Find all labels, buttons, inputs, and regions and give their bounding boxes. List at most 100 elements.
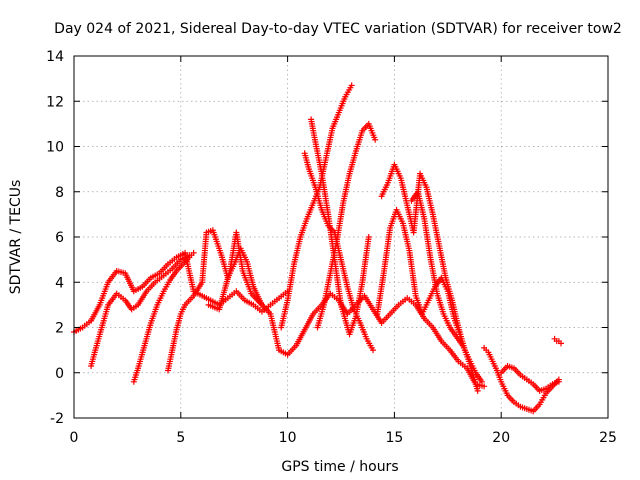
data-point xyxy=(535,403,542,410)
data-point xyxy=(358,281,365,288)
data-point xyxy=(181,304,188,311)
data-point xyxy=(461,363,468,370)
data-point xyxy=(385,312,392,319)
y-tick-label: 10 xyxy=(46,140,64,156)
data-point xyxy=(173,329,180,336)
data-point xyxy=(477,376,484,383)
data-point xyxy=(240,295,247,302)
data-point xyxy=(541,392,548,399)
data-point xyxy=(311,181,318,188)
data-point xyxy=(427,254,434,261)
data-point xyxy=(521,405,528,412)
data-point xyxy=(300,328,307,335)
y-tick-label: 12 xyxy=(46,94,64,110)
data-point xyxy=(112,269,119,276)
data-point xyxy=(465,353,472,360)
y-tick-label: 2 xyxy=(55,321,64,337)
data-point xyxy=(142,290,149,297)
data-point xyxy=(326,272,333,279)
data-point xyxy=(134,367,141,374)
data-point xyxy=(154,271,161,278)
data-point xyxy=(217,249,224,256)
data-point xyxy=(503,364,510,371)
series-track-2 xyxy=(88,252,193,369)
y-tick-label: 8 xyxy=(55,185,64,201)
data-point xyxy=(140,344,147,351)
data-point xyxy=(150,281,157,288)
data-point xyxy=(147,322,154,329)
data-point xyxy=(168,349,175,356)
data-point xyxy=(275,344,282,351)
x-tick-label: 15 xyxy=(385,430,403,446)
data-point xyxy=(247,288,254,295)
data-point xyxy=(104,304,111,311)
data-point xyxy=(393,303,400,310)
chart-title: Day 024 of 2021, Sidereal Day-to-day VTE… xyxy=(54,21,622,37)
data-point xyxy=(305,163,312,170)
data-point xyxy=(424,299,431,306)
y-axis-label: SDTVAR / TECUs xyxy=(8,180,24,295)
data-point xyxy=(368,344,375,351)
x-tick-label: 20 xyxy=(492,430,510,446)
data-point xyxy=(318,168,325,175)
data-point xyxy=(226,270,233,277)
data-point xyxy=(172,269,179,276)
data-point xyxy=(296,236,303,243)
series-track-15 xyxy=(551,335,565,347)
data-point xyxy=(380,272,387,279)
data-point xyxy=(171,256,178,263)
data-point xyxy=(558,340,565,347)
data-point xyxy=(396,172,403,179)
data-point xyxy=(203,231,210,238)
y-tick-label: 0 xyxy=(55,366,64,382)
data-point xyxy=(146,276,153,283)
data-point xyxy=(341,95,348,102)
data-point xyxy=(371,134,378,141)
data-point xyxy=(205,296,212,303)
data-point xyxy=(443,286,450,293)
y-tick-label: 6 xyxy=(55,230,64,246)
data-point xyxy=(521,375,528,382)
data-point xyxy=(429,209,436,216)
data-point xyxy=(303,218,310,225)
data-point xyxy=(98,326,105,333)
data-point xyxy=(197,281,204,288)
data-point xyxy=(553,379,560,386)
data-point xyxy=(450,313,457,320)
y-tick-label: 4 xyxy=(55,275,64,291)
data-point xyxy=(137,284,144,291)
series-track-7 xyxy=(301,150,377,354)
data-point xyxy=(452,331,459,338)
data-point xyxy=(420,213,427,220)
data-point xyxy=(273,296,280,303)
data-point xyxy=(265,309,272,316)
data-point xyxy=(540,386,547,393)
data-point xyxy=(352,315,359,322)
y-tick-label: 14 xyxy=(46,49,64,65)
data-point xyxy=(347,84,354,91)
x-tick-label: 5 xyxy=(176,430,185,446)
data-point xyxy=(343,281,350,288)
data-point xyxy=(528,407,535,414)
data-point xyxy=(445,322,452,329)
data-point xyxy=(337,299,344,306)
axis-ticks: 0 5 10 15 20 25 -2 0 2 4 6 8 10 12 14 xyxy=(46,49,617,446)
data-point xyxy=(282,350,289,357)
data-point xyxy=(176,258,183,265)
data-point xyxy=(309,312,316,319)
data-point xyxy=(386,227,393,234)
data-point xyxy=(322,157,329,164)
data-point xyxy=(528,379,535,386)
data-point xyxy=(177,313,184,320)
series-track-11 xyxy=(374,206,464,340)
data-point xyxy=(337,254,344,261)
data-point xyxy=(398,218,405,225)
data-point xyxy=(483,347,490,354)
series-track-13 xyxy=(481,344,562,415)
data-point xyxy=(497,376,504,383)
data-point xyxy=(471,367,478,374)
data-point xyxy=(309,202,316,209)
data-point xyxy=(95,303,102,310)
series-track-9 xyxy=(314,120,379,331)
data-point xyxy=(352,150,359,157)
